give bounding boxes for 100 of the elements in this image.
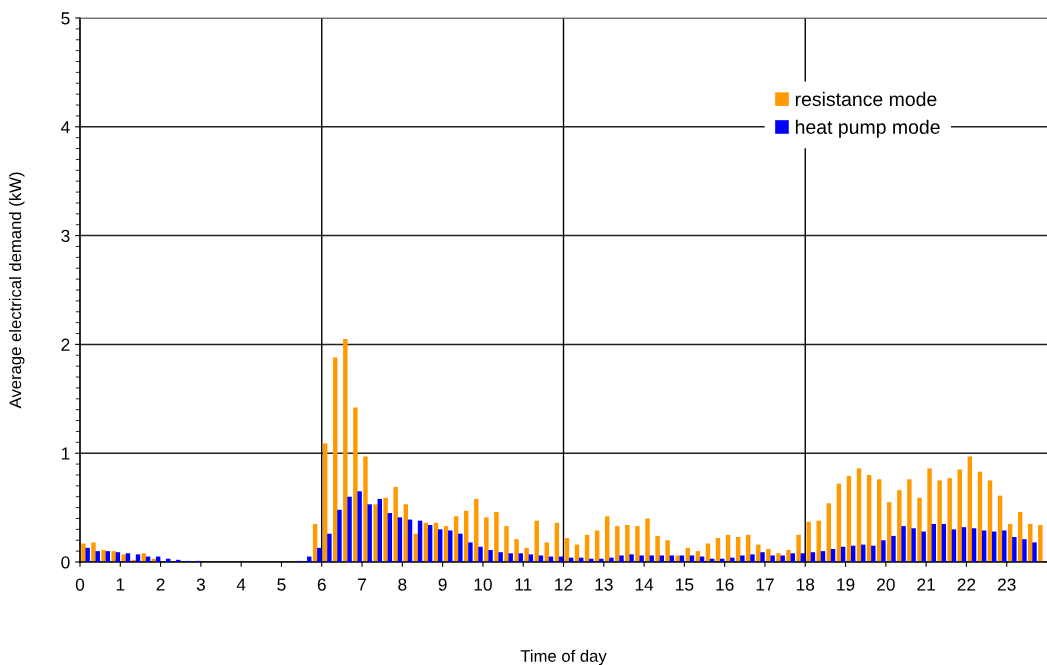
bar: [679, 555, 685, 562]
x-tick-label: 22: [957, 578, 976, 591]
bar: [333, 357, 338, 562]
bar: [437, 529, 443, 562]
bar: [373, 504, 378, 562]
x-tick-label: 16: [716, 578, 734, 591]
bar: [1022, 539, 1027, 562]
bar: [518, 553, 524, 562]
bar: [927, 468, 932, 562]
x-tick-label: 1: [116, 578, 125, 591]
bar: [514, 539, 519, 562]
bar: [91, 542, 96, 562]
x-tick-label: 23: [997, 578, 1016, 591]
bar: [856, 468, 862, 562]
bar: [609, 557, 614, 562]
x-tick-label: 9: [438, 578, 447, 591]
bar: [115, 552, 121, 562]
bar: [528, 554, 534, 562]
bar: [740, 555, 745, 562]
bar: [891, 535, 896, 562]
bar: [176, 559, 181, 562]
bar: [901, 526, 906, 562]
x-tick-label: 20: [877, 578, 895, 591]
y-tick-label: 0: [61, 556, 70, 569]
bar: [971, 528, 977, 562]
legend-label: resistance mode: [795, 91, 937, 107]
bar: [937, 480, 942, 562]
bar: [907, 479, 912, 562]
bar: [635, 526, 640, 562]
bar: [105, 551, 111, 562]
bar: [766, 548, 771, 562]
bar: [931, 523, 936, 562]
bar: [947, 478, 952, 562]
x-axis-title: Time of day: [520, 649, 607, 665]
bar: [987, 480, 993, 562]
x-tick-label: 17: [756, 578, 774, 591]
bar: [786, 550, 791, 562]
bar: [876, 479, 882, 562]
x-tick-label: 19: [837, 578, 855, 591]
bar: [534, 520, 539, 562]
bar: [917, 497, 922, 562]
bar: [649, 555, 654, 562]
bar: [921, 531, 926, 562]
bar: [820, 551, 826, 562]
bar: [800, 553, 806, 562]
bar: [327, 533, 332, 562]
bar: [363, 456, 368, 562]
bar: [1012, 536, 1017, 562]
x-tick-label: 0: [75, 578, 85, 591]
bar: [353, 407, 358, 562]
bar: [951, 529, 957, 562]
bar: [911, 528, 916, 562]
bar: [790, 553, 795, 562]
bar: [796, 534, 801, 562]
bar: [897, 490, 902, 562]
bar: [417, 520, 423, 562]
bar: [377, 498, 382, 562]
x-tick-label: 4: [236, 578, 246, 591]
bar: [806, 521, 811, 562]
bar: [383, 497, 388, 562]
bar: [756, 544, 761, 562]
x-tick-label: 3: [196, 578, 205, 591]
bar: [448, 530, 453, 562]
bar: [508, 553, 513, 562]
bar: [1032, 542, 1037, 562]
bar: [961, 527, 967, 562]
bar: [639, 555, 644, 562]
bar: [730, 557, 735, 562]
y-tick-label: 2: [61, 338, 70, 351]
bar: [645, 518, 650, 562]
bar: [498, 552, 503, 562]
bar: [387, 513, 393, 562]
bar: [504, 526, 509, 562]
x-tick-label: 13: [595, 578, 613, 591]
bar: [760, 552, 765, 562]
legend-label: heat pump mode: [795, 119, 940, 138]
x-tick-label: 14: [635, 578, 654, 591]
bar: [665, 540, 670, 562]
bar: [881, 540, 886, 562]
bar: [85, 547, 90, 562]
bar: [981, 530, 987, 562]
x-tick-label: 12: [555, 578, 573, 591]
bar: [468, 542, 473, 562]
bar: [625, 525, 630, 562]
bar: [750, 554, 755, 562]
bar: [1002, 530, 1007, 562]
bar: [669, 555, 675, 562]
bar: [871, 545, 876, 562]
bar: [125, 553, 131, 562]
bar: [967, 456, 973, 562]
bar: [317, 547, 322, 562]
bar: [941, 523, 947, 562]
x-tick-label: 5: [277, 578, 286, 591]
x-tick-label: 15: [676, 578, 694, 591]
bar: [458, 533, 463, 562]
y-tick-label: 3: [61, 229, 70, 243]
bar: [337, 509, 342, 562]
bar: [397, 517, 403, 562]
x-tick-label: 10: [474, 578, 492, 591]
bar: [830, 548, 836, 562]
